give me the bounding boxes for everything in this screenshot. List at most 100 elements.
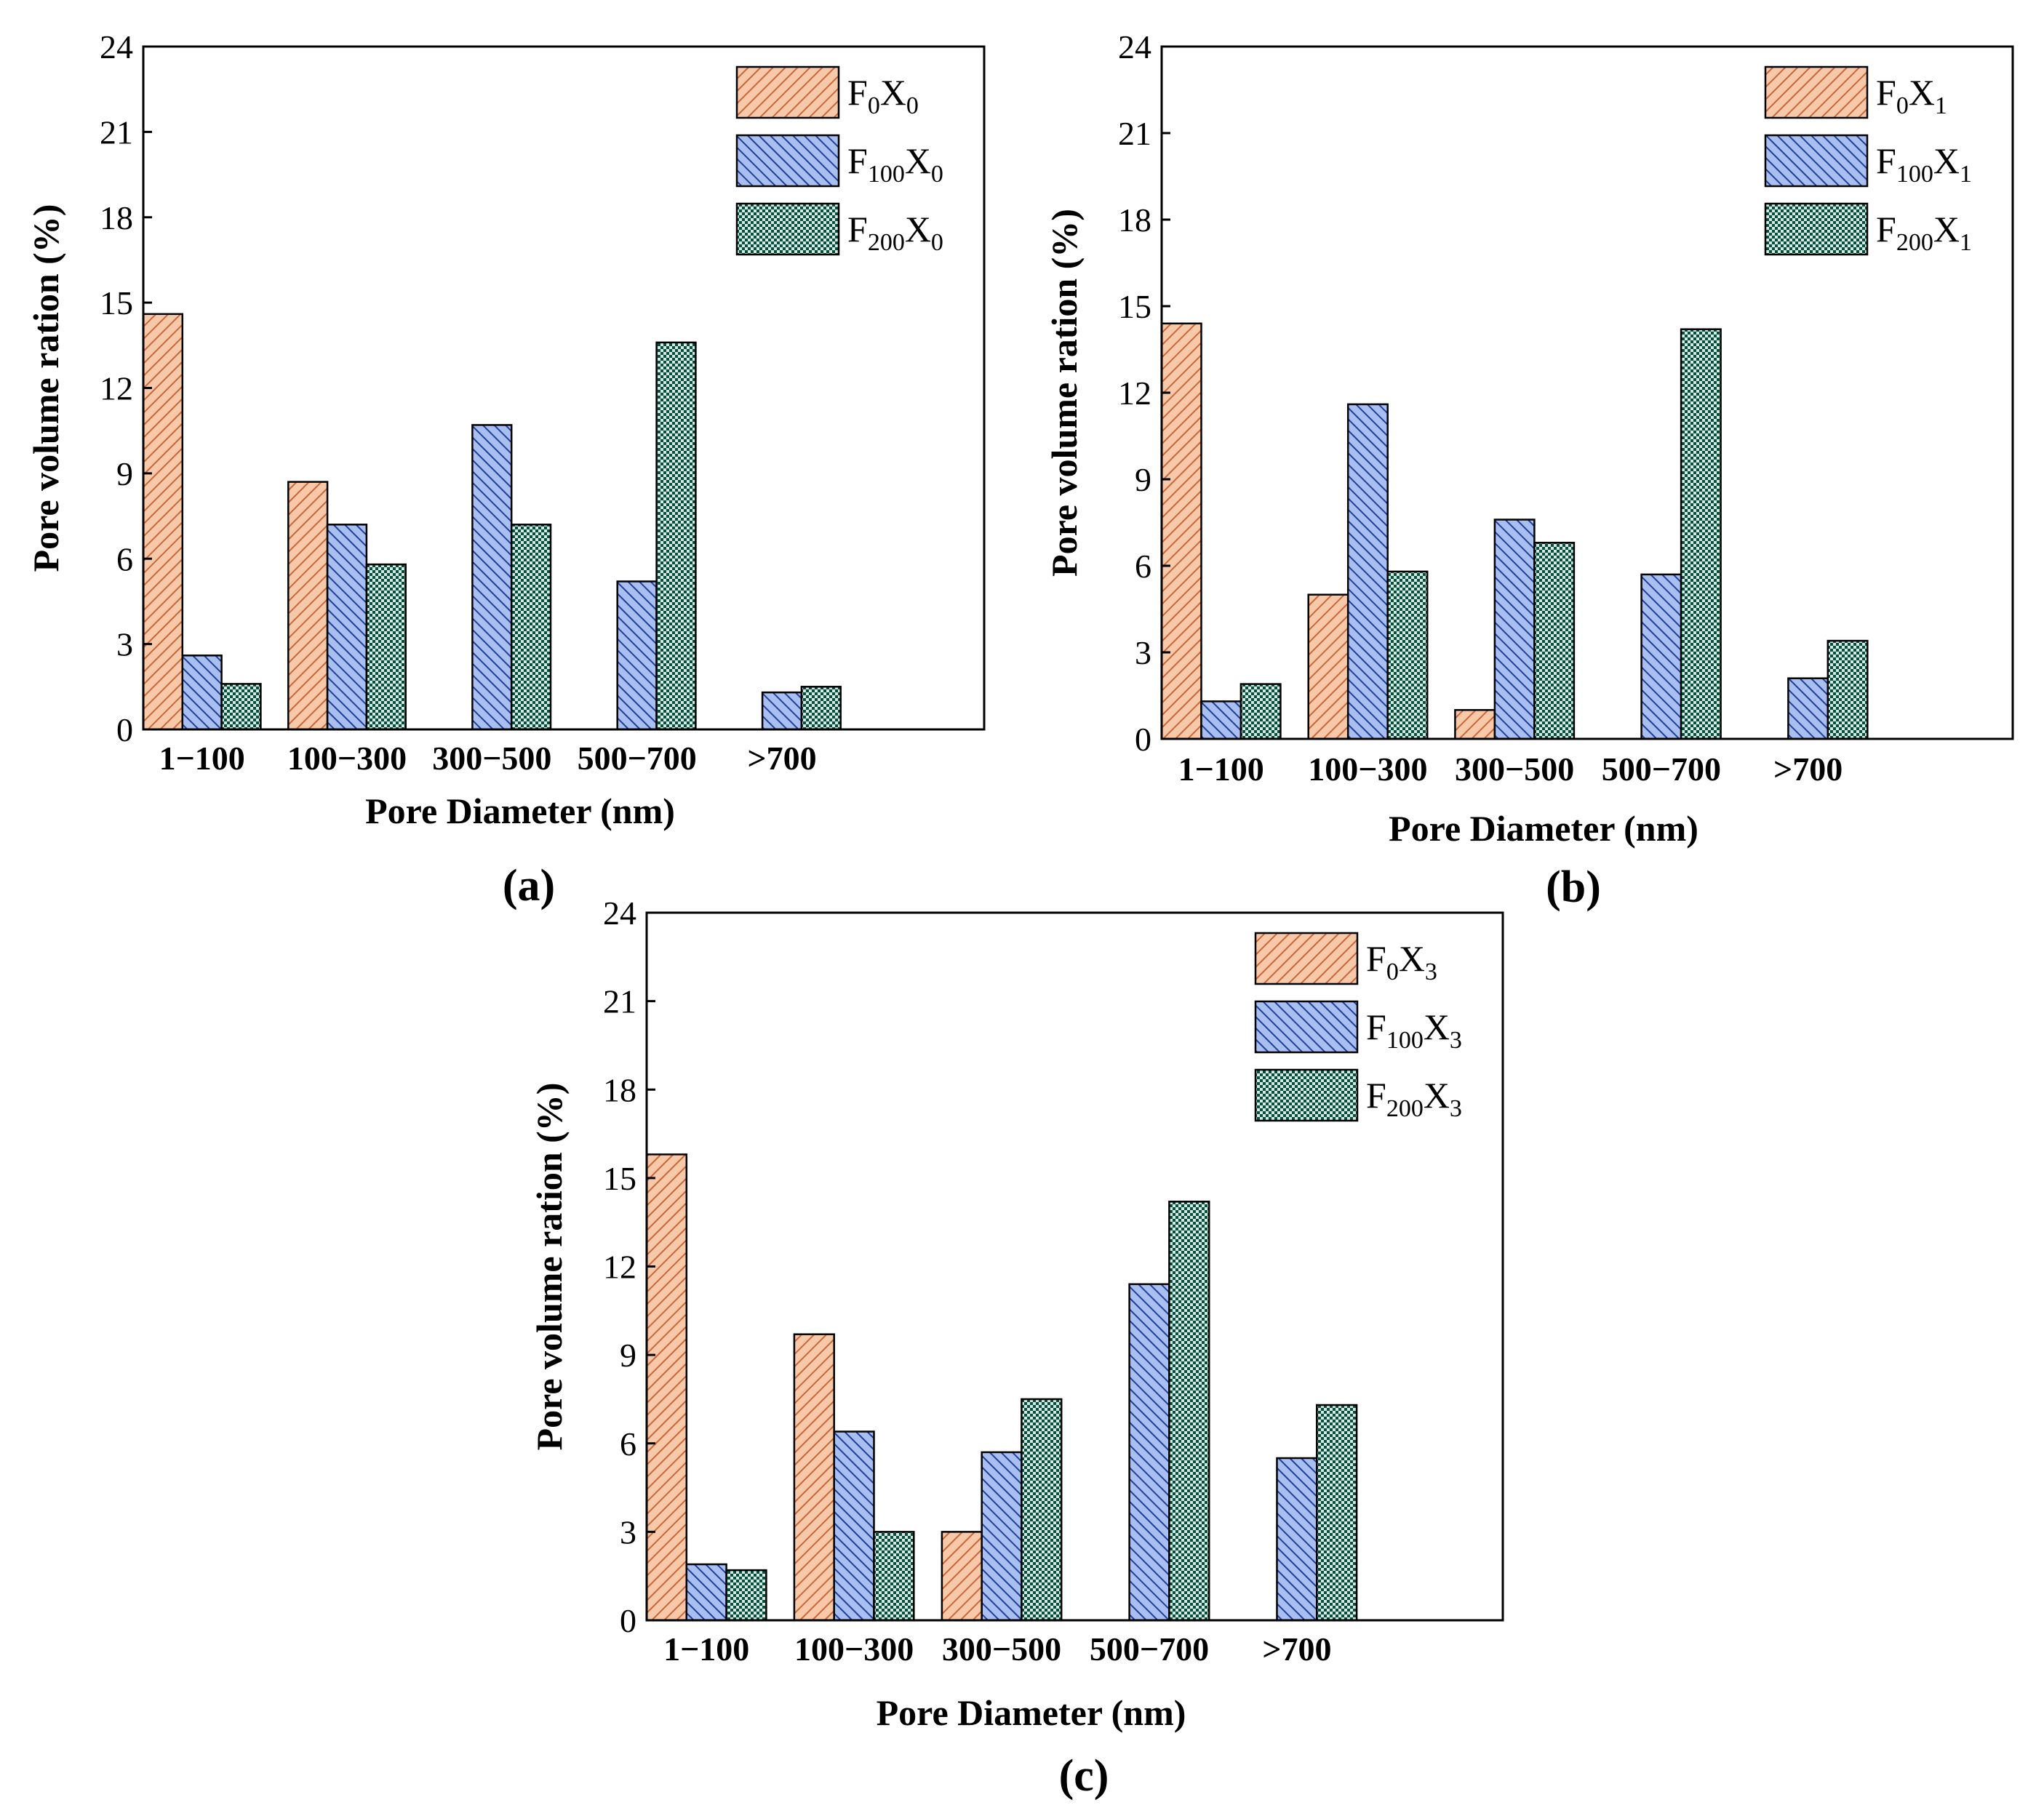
legend-label: F100X3 xyxy=(1366,1006,1462,1054)
y-tick-label: 3 xyxy=(116,626,133,663)
y-tick-label: 15 xyxy=(1118,288,1151,325)
legend-swatch-green xyxy=(1764,202,1869,256)
legend-swatch-blue xyxy=(1254,1000,1359,1054)
x-tick-label: 500−700 xyxy=(1090,1630,1209,1668)
legend-label: F100X0 xyxy=(847,140,943,188)
y-tick-label: 6 xyxy=(1135,548,1151,585)
bar-F0X1-2 xyxy=(1454,709,1496,740)
bar-F100X3-4 xyxy=(1276,1457,1318,1622)
y-tick-label: 24 xyxy=(603,895,636,932)
x-tick-label: 300−500 xyxy=(942,1630,1061,1668)
legend-swatch-orange xyxy=(735,65,840,119)
bar-F200X0-4 xyxy=(800,686,842,731)
bar-F0X1-1 xyxy=(1307,593,1349,740)
bar-F200X3-4 xyxy=(1316,1404,1358,1622)
y-tick-label: 0 xyxy=(1135,721,1151,758)
x-tick-label: 1−100 xyxy=(1178,751,1264,788)
y-tick-label: 3 xyxy=(620,1513,636,1550)
legend-label: F100X1 xyxy=(1876,140,1972,188)
y-axis-title: Pore volume ration (%) xyxy=(1044,209,1085,577)
x-axis-title: Pore Diameter (nm) xyxy=(365,791,675,831)
x-tick-label: 100−300 xyxy=(287,740,407,777)
bar-F100X3-1 xyxy=(833,1430,875,1622)
legend-swatch-green xyxy=(1254,1068,1359,1122)
legend-swatch-blue xyxy=(1764,134,1869,188)
bar-F100X3-0 xyxy=(685,1563,727,1622)
y-tick-label: 24 xyxy=(100,28,133,65)
x-axis-title: Pore Diameter (nm) xyxy=(877,1692,1186,1733)
legend-label: F200X1 xyxy=(1876,209,1972,256)
bar-F100X1-2 xyxy=(1493,519,1536,740)
bar-F200X0-0 xyxy=(220,683,262,731)
bar-F200X3-2 xyxy=(1021,1398,1063,1622)
x-axis-title: Pore Diameter (nm) xyxy=(1389,808,1698,849)
panel-label: (a) xyxy=(503,861,555,910)
y-tick-label: 0 xyxy=(620,1602,636,1639)
bar-F0X3-1 xyxy=(793,1333,835,1622)
bar-F0X3-2 xyxy=(941,1531,983,1622)
y-tick-label: 21 xyxy=(100,113,133,151)
bar-F200X1-3 xyxy=(1680,328,1722,740)
legend-swatch-orange xyxy=(1254,932,1359,985)
bar-F200X0-1 xyxy=(365,563,407,731)
bar-F100X0-2 xyxy=(471,424,513,731)
bar-F100X3-2 xyxy=(981,1451,1023,1622)
chart-panel-1: 0 3 6 9 12 15 18 21 24 1−100 100−300 300−500 500−700… xyxy=(25,28,986,910)
legend-label: F0X0 xyxy=(847,72,919,119)
y-tick-label: 15 xyxy=(100,284,133,321)
y-tick-label: 9 xyxy=(620,1337,636,1374)
y-axis-title: Pore volume ration (%) xyxy=(529,1083,570,1451)
bar-F200X1-1 xyxy=(1386,570,1429,740)
panel-label: (c) xyxy=(1059,1751,1109,1801)
x-tick-label: 500−700 xyxy=(1602,751,1721,788)
y-tick-label: 12 xyxy=(603,1249,636,1286)
bar-F100X0-4 xyxy=(761,691,803,731)
bar-F100X0-3 xyxy=(616,580,658,731)
legend-label: F200X0 xyxy=(847,209,943,256)
x-tick-label: >700 xyxy=(747,740,816,777)
bar-F0X3-0 xyxy=(645,1153,688,1622)
x-tick-label: 300−500 xyxy=(1455,751,1574,788)
bar-F100X1-3 xyxy=(1640,573,1682,740)
bar-F100X1-1 xyxy=(1346,403,1389,740)
bar-F200X3-1 xyxy=(873,1531,915,1622)
y-tick-label: 9 xyxy=(116,455,133,492)
x-tick-label: >700 xyxy=(1773,751,1843,788)
chart-panel-3: 0 3 6 9 12 15 18 21 24 1−100 100−300 300−500 500−700… xyxy=(529,895,1504,1801)
bar-F0X0-1 xyxy=(287,481,329,731)
chart-panel-2: 0 3 6 9 12 15 18 21 24 1−100 100−300 300−500 500−700… xyxy=(1044,28,2014,912)
legend: F0X0 F100X0 F200X0 xyxy=(735,65,943,256)
x-tick-label: 1−100 xyxy=(663,1630,749,1668)
bar-F200X1-2 xyxy=(1533,542,1576,740)
legend-label: F0X1 xyxy=(1876,72,1947,119)
x-tick-label: 1−100 xyxy=(159,740,245,777)
legend-label: F0X3 xyxy=(1366,938,1437,985)
panel-label: (b) xyxy=(1546,863,1601,912)
bar-F200X0-2 xyxy=(510,524,552,731)
y-tick-label: 18 xyxy=(603,1071,636,1108)
y-tick-label: 6 xyxy=(620,1425,636,1462)
y-tick-label: 6 xyxy=(116,540,133,577)
bar-F100X0-0 xyxy=(181,655,223,731)
y-tick-label: 9 xyxy=(1135,461,1151,498)
bar-F200X1-4 xyxy=(1827,639,1869,740)
y-tick-label: 0 xyxy=(116,711,133,748)
bar-F100X0-1 xyxy=(326,524,368,731)
y-axis-title: Pore volume ration (%) xyxy=(25,204,66,572)
y-tick-label: 18 xyxy=(100,199,133,236)
bar-F100X1-4 xyxy=(1787,677,1829,740)
y-tick-label: 18 xyxy=(1118,201,1151,239)
bar-F200X3-3 xyxy=(1168,1201,1210,1622)
legend-swatch-orange xyxy=(1764,65,1869,119)
chart-panels: 0 3 6 9 12 15 18 21 24 1−100 100−300 300−500 500−700… xyxy=(25,28,2014,1801)
y-tick-label: 15 xyxy=(603,1160,636,1197)
y-tick-label: 12 xyxy=(1118,375,1151,412)
bar-F200X0-3 xyxy=(655,341,697,731)
y-tick-label: 24 xyxy=(1118,28,1151,65)
x-tick-label: 500−700 xyxy=(578,740,697,777)
x-tick-label: 300−500 xyxy=(432,740,551,777)
bar-F0X0-0 xyxy=(142,313,184,731)
bar-F100X3-3 xyxy=(1128,1283,1170,1622)
y-tick-label: 3 xyxy=(1135,634,1151,671)
